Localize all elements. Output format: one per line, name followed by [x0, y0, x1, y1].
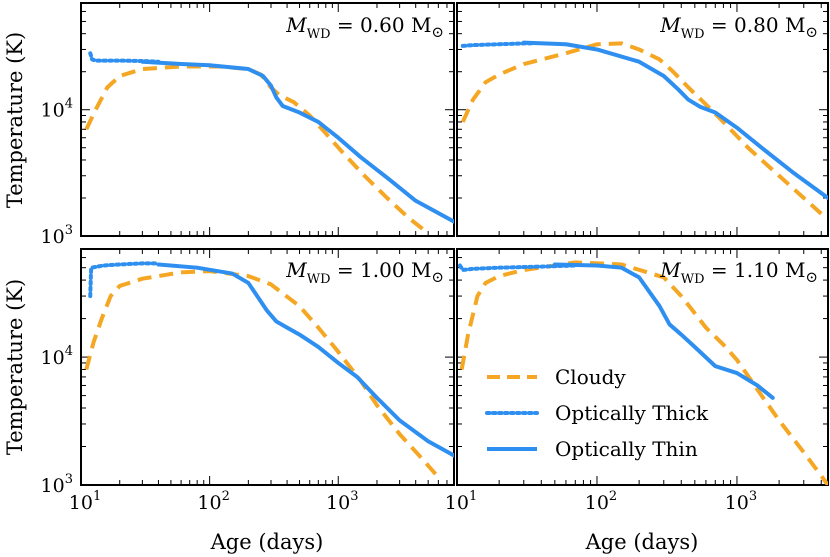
series-thick-line	[88, 51, 161, 64]
legend: Cloudy Optically Thick Optically Thin	[485, 365, 709, 461]
panel-bottom-left-series	[84, 261, 454, 479]
series-cloudy-line	[459, 260, 828, 485]
y-tick-label: 104	[41, 344, 73, 369]
x-axis-label-right: Age (days)	[585, 530, 699, 554]
y-tick-label: 103	[41, 223, 73, 248]
panel-bottom-left-frame	[80, 248, 455, 486]
x-tick-label: 101	[69, 489, 101, 514]
panel-bottom-right-title: MWD = 1.10 M⊙	[659, 258, 818, 287]
y-tick-label: 104	[41, 97, 73, 122]
series-cloudy-line	[84, 64, 430, 235]
panel-top-left-title: MWD = 0.60 M⊙	[285, 13, 444, 42]
y-axis-label-top: Temperature (K)	[3, 32, 27, 208]
x-axis-label-left: Age (days)	[210, 530, 324, 554]
x-tick-label: 101	[445, 489, 477, 514]
series-cloudy-line	[84, 269, 440, 479]
legend-label-thin: Optically Thin	[555, 437, 698, 461]
panel-top-left: 103 104 MWD = 0.60 M⊙	[41, 2, 455, 248]
panel-bottom-right: 101 102 103 MWD = 1.10 M⊙	[445, 248, 829, 514]
panel-bottom-right-frame	[456, 248, 829, 486]
x-tick-label: 102	[197, 489, 229, 514]
panel-top-right-ticks	[456, 2, 828, 237]
panel-bottom-right-ticks: 101 102 103	[445, 248, 828, 514]
series-thin-line	[521, 40, 828, 200]
panel-top-right: MWD = 0.80 M⊙	[456, 2, 829, 237]
series-thick-line	[457, 263, 578, 272]
series-thin-line	[156, 262, 454, 458]
panel-top-right-title: MWD = 0.80 M⊙	[659, 13, 818, 42]
x-tick-label: 103	[725, 489, 757, 514]
panel-bottom-right-series	[457, 260, 828, 485]
panel-top-right-frame	[456, 2, 829, 237]
x-tick-label: 103	[326, 489, 358, 514]
legend-label-cloudy: Cloudy	[555, 365, 626, 389]
panel-bottom-left: 103 104 101 102 103 MWD = 1.00 M⊙	[41, 248, 455, 514]
y-axis-label-bottom: Temperature (K)	[3, 279, 27, 455]
panel-top-left-series	[84, 51, 454, 235]
panel-top-right-series	[460, 40, 828, 216]
panel-top-left-frame	[80, 2, 455, 237]
panel-bottom-left-title: MWD = 1.00 M⊙	[285, 258, 444, 287]
series-cloudy-line	[460, 41, 823, 216]
panel-top-left-ticks: 103 104	[41, 2, 454, 248]
series-thick-line	[88, 261, 161, 299]
x-tick-label: 102	[585, 489, 617, 514]
series-thin-line	[552, 262, 775, 400]
legend-label-thick: Optically Thick	[555, 401, 709, 425]
series-thick-line	[460, 41, 536, 48]
panel-bottom-left-ticks: 103 104 101 102 103	[41, 248, 454, 514]
y-tick-label: 103	[41, 472, 73, 497]
series-thin-line	[140, 59, 454, 224]
